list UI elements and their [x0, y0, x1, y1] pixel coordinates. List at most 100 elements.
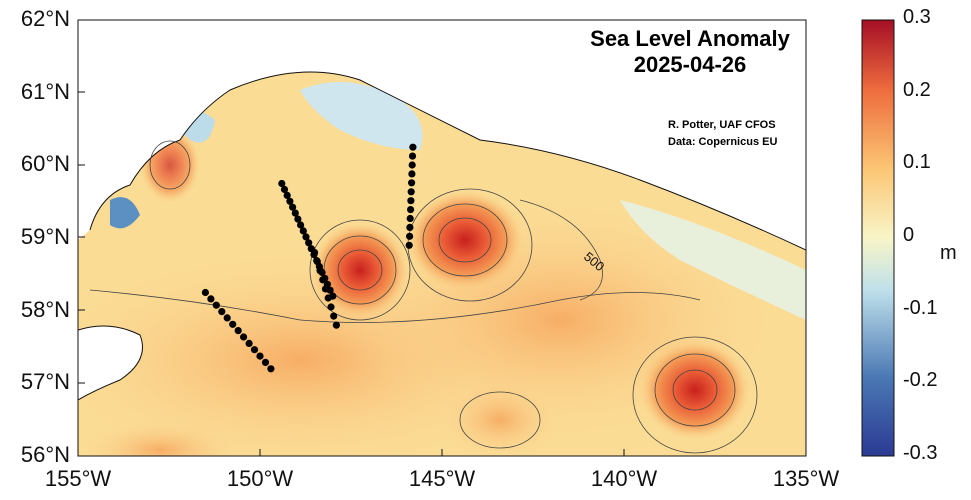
y-tick-label: 56°N [20, 442, 70, 467]
station-dot [405, 241, 413, 249]
station-dot [407, 197, 415, 205]
station-dot [329, 292, 337, 300]
station-dot [291, 209, 299, 217]
contour [89, 289, 301, 321]
x-tick-label: 135°W [772, 466, 840, 491]
station-dot [297, 221, 305, 229]
land-mask [78, 20, 230, 240]
station-dot [286, 197, 294, 205]
colorbar-tick: -0.1 [903, 297, 938, 319]
credits-data-source: Data: Copernicus EU [668, 136, 778, 148]
colorbar-unit: m [940, 242, 957, 264]
coastline [89, 71, 806, 251]
station-dot [407, 206, 415, 214]
station-dot [408, 170, 416, 178]
station-dot [201, 288, 209, 297]
colorbar-tick: 0.3 [903, 6, 931, 28]
station-line-d [405, 143, 417, 249]
warm-region [80, 420, 240, 456]
contour [459, 391, 541, 449]
land-mask [230, 20, 806, 250]
colorbar-tick: 0.1 [903, 151, 931, 173]
x-tick-label: 140°W [590, 466, 658, 491]
contour [632, 336, 758, 454]
station-dot [323, 280, 331, 288]
station-dot [245, 339, 253, 347]
station-dot [278, 179, 286, 188]
station-dot [299, 227, 307, 235]
station-dot [302, 233, 310, 241]
y-tick-label: 58°N [20, 297, 70, 322]
map-credits: R. Potter, UAF CFOS Data: Copernicus EU [668, 117, 777, 151]
station-dot [407, 188, 415, 196]
station-dot [315, 262, 323, 271]
station-dot [327, 303, 335, 311]
station-dot [234, 327, 242, 335]
contours [89, 140, 758, 454]
station-dot [408, 179, 416, 187]
station-dot [256, 352, 264, 360]
axis-ticks [78, 91, 625, 456]
station-dot [280, 185, 289, 193]
station-dot [321, 274, 329, 282]
y-tick-label: 57°N [20, 369, 70, 394]
station-dot [207, 295, 215, 303]
y-tick-label: 60°N [20, 151, 70, 176]
station-dot [326, 286, 334, 294]
contour-500m [519, 199, 603, 301]
station-dot [305, 239, 313, 247]
y-tick-label: 62°N [20, 6, 70, 31]
station-dot [283, 191, 291, 199]
x-tick-label: 145°W [408, 466, 476, 491]
station-dot [408, 161, 416, 169]
map-title: Sea Level Anomaly 2025-04-26 [560, 26, 820, 78]
station-dot [313, 257, 321, 265]
station-dot [218, 308, 226, 316]
station-dot [212, 301, 220, 309]
station-dot [240, 333, 248, 341]
cool-anomaly [300, 82, 423, 150]
station-dot [294, 215, 302, 223]
colorbar-tick: -0.2 [903, 369, 938, 391]
contour [422, 203, 508, 277]
station-line-a [201, 288, 275, 373]
contour [299, 292, 701, 323]
coastline [78, 325, 143, 401]
contour [672, 369, 718, 411]
eddy-high [407, 190, 523, 290]
map-title-line1: Sea Level Anomaly [590, 26, 790, 51]
station-dot [406, 232, 414, 240]
cool-anomaly [620, 200, 806, 320]
station-dot [250, 346, 259, 354]
colorbar-tick: -0.3 [903, 442, 938, 464]
station-dot [307, 245, 315, 253]
station-line-c [278, 179, 337, 300]
eddy-high [640, 340, 750, 440]
map-title-date: 2025-04-26 [633, 52, 747, 77]
station-dot [267, 365, 275, 373]
eddy-high [312, 222, 408, 318]
station-dot [310, 251, 318, 259]
contour [337, 249, 383, 291]
station-dot [223, 314, 231, 322]
cool-anomaly [110, 197, 140, 229]
map-field [78, 20, 806, 456]
contour [309, 219, 411, 321]
colorbar-tick: 0 [903, 224, 915, 246]
station-dot [330, 312, 338, 320]
y-tick-label: 59°N [20, 224, 70, 249]
contour [438, 217, 492, 263]
y-tick-label: 61°N [20, 79, 70, 104]
station-dot [406, 214, 414, 223]
colorbar-tick: 0.2 [903, 79, 931, 101]
station-dot [289, 203, 297, 211]
contour [149, 140, 191, 190]
warm-region [440, 380, 560, 456]
station-dot [318, 268, 326, 276]
station-dot [229, 320, 237, 328]
station-dot [409, 143, 417, 151]
station-dot [408, 152, 417, 160]
x-tick-label: 150°W [226, 466, 294, 491]
colorbar [861, 19, 895, 457]
